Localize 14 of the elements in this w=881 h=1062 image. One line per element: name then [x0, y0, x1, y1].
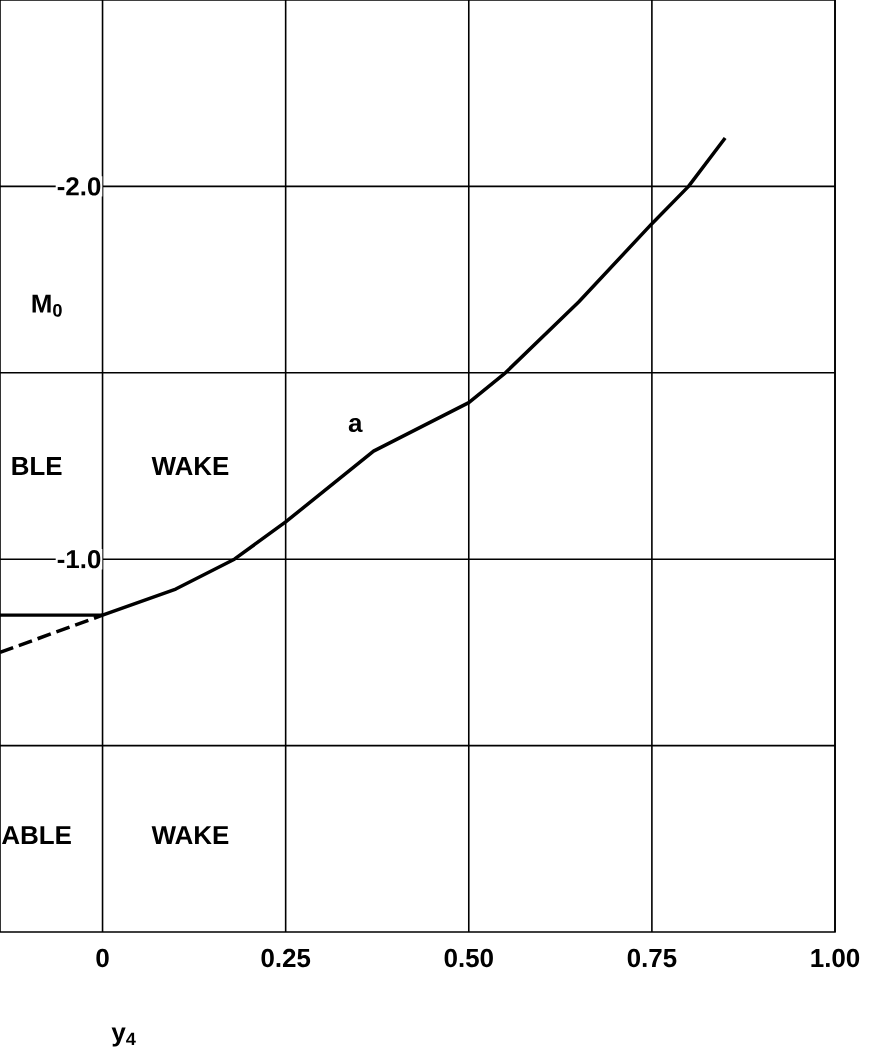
y-axis-title: M$_{0}$ [32, 294, 62, 317]
x-tick-label: 0.75 [627, 948, 677, 968]
x-tick-label: 1.00 [811, 948, 860, 968]
annotation: BLE [12, 457, 62, 475]
y-tick-label: -1.0 [57, 550, 101, 569]
x-tick-label: 0.25 [261, 948, 311, 968]
x-axis-title: y$_{4}$ [111, 1027, 136, 1047]
annotation: ABLE [2, 826, 71, 844]
annotation: a [348, 417, 363, 433]
annotation: WAKE [151, 826, 229, 844]
y-tick-label: -2.0 [57, 177, 101, 196]
x-tick-label: 0.50 [444, 948, 493, 968]
x-tick-label: 0 [96, 948, 109, 968]
annotation: WAKE [151, 457, 229, 475]
